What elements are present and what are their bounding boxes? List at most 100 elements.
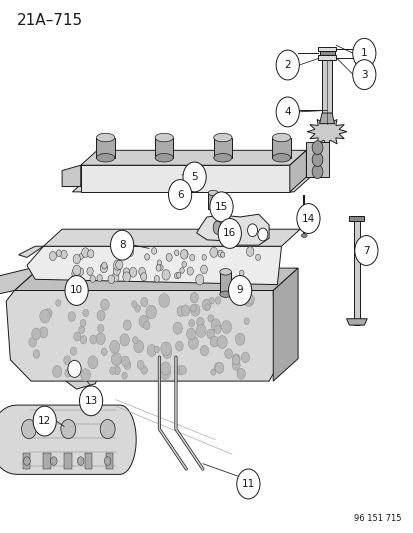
Circle shape [246, 247, 253, 256]
Circle shape [32, 328, 41, 340]
Circle shape [188, 336, 198, 349]
Circle shape [97, 274, 102, 281]
Circle shape [21, 419, 36, 439]
Circle shape [173, 322, 182, 334]
Circle shape [140, 366, 147, 374]
Circle shape [61, 419, 76, 439]
Circle shape [83, 309, 88, 317]
Ellipse shape [213, 133, 231, 142]
Polygon shape [353, 216, 359, 325]
Circle shape [97, 310, 105, 321]
Polygon shape [155, 138, 173, 158]
Bar [85, 453, 92, 469]
Circle shape [215, 362, 223, 374]
Circle shape [140, 273, 147, 281]
Circle shape [232, 355, 240, 365]
Circle shape [157, 260, 161, 265]
Text: 8: 8 [119, 240, 125, 250]
Circle shape [80, 319, 86, 327]
Circle shape [100, 299, 109, 310]
Circle shape [204, 304, 210, 311]
Polygon shape [321, 60, 331, 113]
Circle shape [81, 248, 89, 257]
Polygon shape [14, 268, 297, 290]
Circle shape [221, 320, 231, 334]
Circle shape [68, 360, 81, 377]
Circle shape [126, 247, 133, 256]
Circle shape [39, 327, 48, 338]
Circle shape [243, 294, 253, 306]
Circle shape [113, 266, 120, 275]
Text: 2: 2 [284, 60, 290, 70]
Circle shape [159, 294, 169, 308]
Polygon shape [317, 55, 335, 60]
Circle shape [79, 386, 102, 416]
Circle shape [236, 469, 259, 499]
Circle shape [110, 230, 133, 260]
Circle shape [210, 369, 215, 375]
Circle shape [179, 366, 186, 375]
Circle shape [311, 165, 322, 179]
Circle shape [123, 360, 131, 369]
Polygon shape [272, 138, 290, 158]
Circle shape [100, 263, 107, 273]
Circle shape [133, 340, 143, 353]
Circle shape [80, 335, 87, 344]
Circle shape [181, 305, 190, 316]
Ellipse shape [213, 221, 221, 235]
Polygon shape [208, 193, 218, 209]
Circle shape [216, 336, 227, 349]
Polygon shape [19, 246, 43, 257]
Circle shape [112, 273, 119, 282]
Bar [43, 453, 51, 469]
Circle shape [186, 328, 195, 340]
Circle shape [33, 406, 56, 436]
Circle shape [217, 250, 223, 257]
Ellipse shape [96, 154, 114, 162]
Polygon shape [317, 47, 335, 51]
Circle shape [113, 260, 121, 270]
Circle shape [228, 276, 251, 305]
Polygon shape [273, 268, 297, 381]
Circle shape [102, 262, 107, 269]
Circle shape [50, 457, 57, 465]
Circle shape [78, 326, 84, 334]
Circle shape [96, 333, 105, 345]
Bar [105, 453, 113, 469]
Circle shape [188, 320, 194, 327]
Circle shape [247, 295, 254, 304]
Circle shape [154, 276, 159, 282]
Polygon shape [219, 272, 231, 294]
Circle shape [144, 254, 149, 260]
Circle shape [24, 457, 30, 465]
Circle shape [211, 319, 220, 331]
Circle shape [151, 248, 156, 254]
Circle shape [159, 366, 170, 379]
Circle shape [214, 362, 221, 372]
Ellipse shape [155, 133, 173, 142]
Circle shape [235, 333, 244, 345]
Circle shape [134, 305, 140, 312]
Text: 11: 11 [241, 479, 254, 489]
Circle shape [90, 276, 95, 282]
Circle shape [129, 268, 136, 277]
Text: 3: 3 [360, 70, 367, 79]
Circle shape [257, 228, 267, 241]
Polygon shape [0, 405, 136, 474]
Ellipse shape [301, 233, 306, 237]
Circle shape [311, 152, 322, 166]
Circle shape [176, 366, 183, 375]
Text: 9: 9 [236, 286, 243, 295]
Circle shape [255, 254, 260, 261]
Polygon shape [72, 177, 310, 192]
Circle shape [196, 317, 204, 327]
Polygon shape [81, 150, 306, 165]
Circle shape [131, 301, 137, 308]
Circle shape [207, 314, 213, 322]
Circle shape [45, 309, 52, 318]
Circle shape [232, 354, 240, 364]
Polygon shape [306, 142, 328, 177]
Polygon shape [6, 290, 275, 381]
Circle shape [181, 262, 186, 267]
Polygon shape [62, 165, 81, 187]
